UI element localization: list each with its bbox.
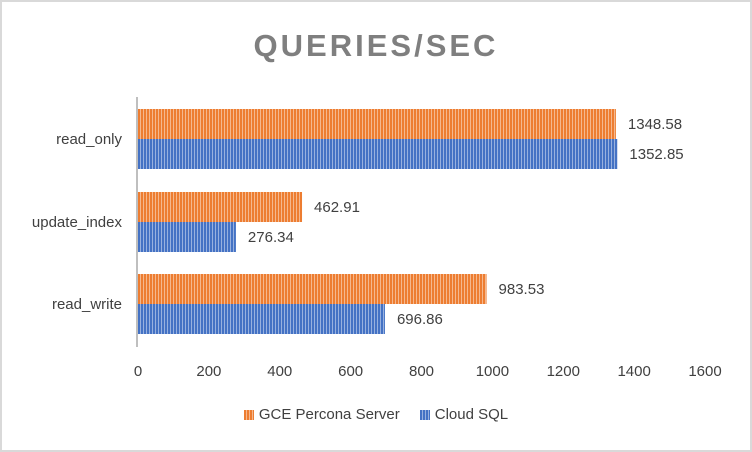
x-tick-label: 1400 [617,363,650,380]
legend-swatch [419,409,430,420]
x-tick-label: 600 [338,363,363,380]
data-label: 696.86 [397,311,443,328]
x-tick-label: 0 [134,363,142,380]
bar [138,304,385,334]
legend-item: Cloud SQL [419,406,509,423]
x-tick-label: 1000 [476,363,509,380]
category-label: update_index [32,214,123,231]
bar [138,274,487,304]
data-label: 1352.85 [629,146,683,163]
data-label: 462.91 [314,199,360,216]
legend-item: GCE Percona Server [243,406,400,423]
legend-swatch [243,409,254,420]
legend-label: Cloud SQL [434,406,509,423]
data-label: 276.34 [248,229,294,246]
bar [138,139,618,169]
bar [138,192,303,222]
x-tick-label: 800 [409,363,434,380]
x-tick-label: 1200 [547,363,580,380]
bar [138,109,616,139]
legend-label: GCE Percona Server [258,406,400,423]
bar [138,222,236,252]
x-tick-label: 400 [267,363,292,380]
data-label: 983.53 [499,281,545,298]
legend: GCE Percona Server Cloud SQL [0,406,752,423]
category-label: read_only [56,131,122,148]
data-label: 1348.58 [628,116,682,133]
chart-title: QUERIES/SEC [253,28,499,63]
category-label: read_write [52,296,122,313]
x-tick-label: 1600 [688,363,721,380]
x-tick-label: 200 [196,363,221,380]
